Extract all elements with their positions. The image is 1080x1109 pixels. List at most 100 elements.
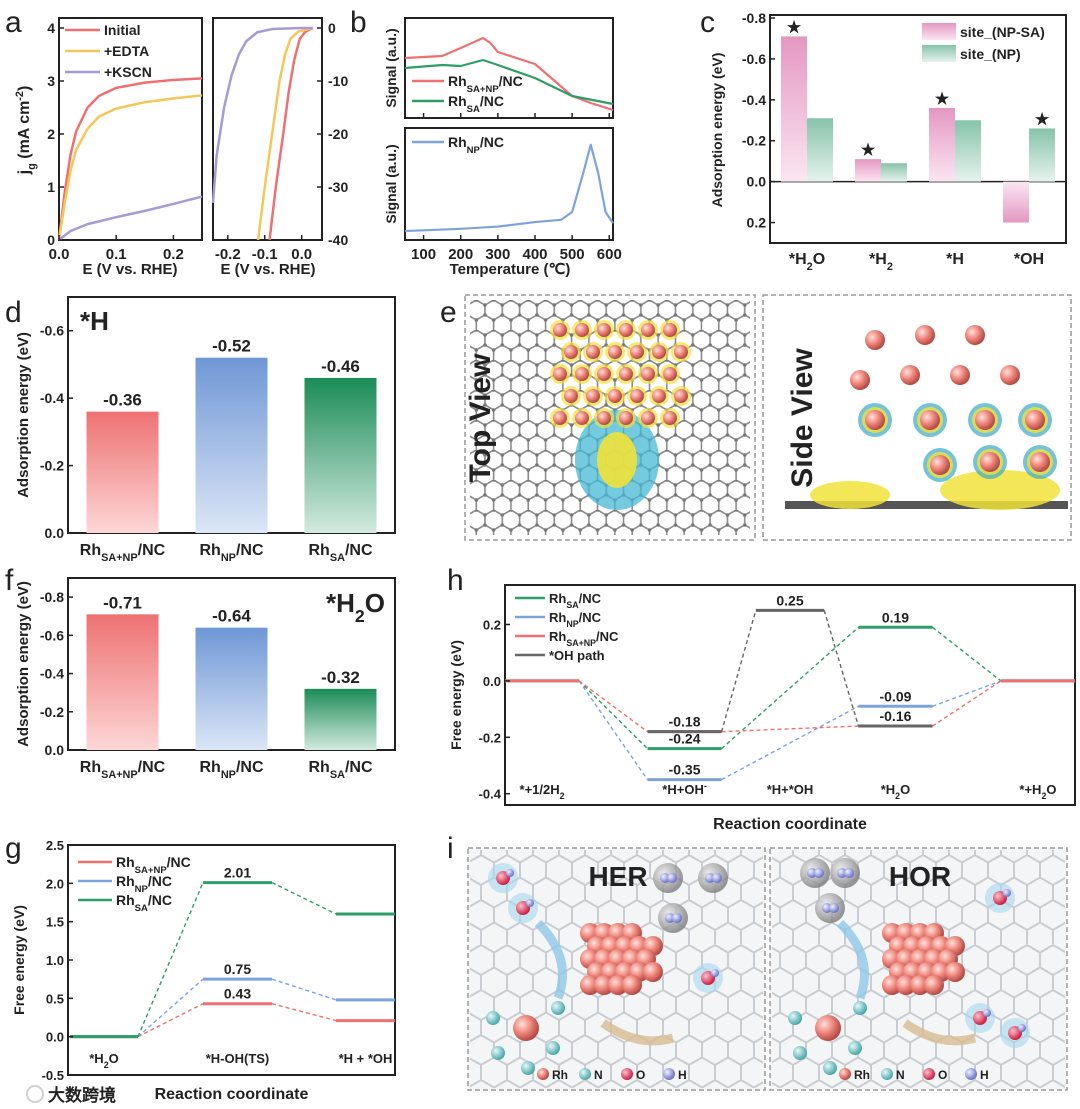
category-label: *H (946, 251, 964, 268)
y-tick-label: 2.5 (46, 838, 64, 853)
legend-label: N (594, 1068, 603, 1082)
y-tick-label: 0.0 (483, 674, 501, 689)
h-atom (660, 873, 670, 883)
n-atom (551, 1001, 565, 1015)
energy-label: 0.25 (776, 592, 803, 608)
rh-atom (575, 367, 589, 381)
rh-atom (575, 411, 589, 425)
legend-label: +EDTA (104, 43, 149, 59)
x-axis-label: Reaction coordinate (155, 1086, 309, 1103)
bar-value-label: -0.36 (103, 391, 142, 410)
x-tick-label: 300 (485, 246, 510, 263)
adsorbate-label: *H2O (326, 588, 385, 626)
connector (721, 705, 859, 781)
x-axis-label: E (V vs. RHE) (220, 261, 315, 278)
star-icon: ★ (861, 142, 876, 159)
star-icon: ★ (935, 91, 950, 108)
rh-atom (674, 389, 688, 403)
legend-atom-Rh (537, 1068, 549, 1080)
flow-arrow (534, 919, 567, 1000)
x-tick-label: 400 (522, 246, 547, 263)
rh-atom (865, 410, 885, 430)
rh-atom (915, 325, 935, 345)
rh-atom (619, 323, 633, 337)
legend-label: *OH path (549, 648, 605, 663)
rh-atom (597, 411, 611, 425)
category-label: *+1/2H2 (520, 782, 565, 801)
side-view-label: Side View (786, 348, 819, 488)
star-icon: ★ (1035, 111, 1050, 128)
y-tick-label: -0.6 (40, 627, 64, 643)
panel-label-e: e (440, 296, 457, 329)
y-tick-label: 0.0 (747, 174, 767, 190)
x-tick-label: -0.2 (215, 246, 241, 263)
bar-site_(NP) (881, 163, 907, 182)
h-atom (822, 903, 832, 913)
h-atom (667, 873, 677, 883)
h-atom (665, 913, 675, 923)
rh-atom (608, 389, 622, 403)
connector (932, 680, 1002, 707)
panel-a-her-frame (212, 17, 323, 241)
rh-atom (619, 367, 633, 381)
bar (195, 357, 268, 533)
h-atom (712, 873, 722, 883)
rh-atom (641, 411, 655, 425)
energy-label: -0.24 (669, 731, 701, 747)
y-tick-label: -0.4 (40, 666, 64, 682)
her-label: HER (588, 861, 647, 892)
rh-cluster-atom (580, 975, 600, 995)
n-atom (788, 1011, 802, 1025)
y-axis-label: Signal (a.u.) (383, 144, 399, 223)
legend-label: Rh (854, 1068, 870, 1082)
connector (721, 725, 859, 733)
rh-atom (865, 330, 885, 350)
connector (271, 978, 337, 1001)
legend-label: RhSA+NP/NC (448, 73, 523, 95)
energy-label: 0.43 (224, 986, 251, 1002)
panel-b-bottom-frame (404, 127, 614, 241)
legend-atom-H (663, 1068, 675, 1080)
category-label: *H + *OH (339, 1051, 393, 1066)
y-tick-label: 0 (47, 232, 55, 248)
rh-atom (553, 323, 567, 337)
rh-atom (1000, 365, 1020, 385)
y-tick-label: 0 (328, 20, 336, 36)
category-label: *+H2O (1019, 782, 1056, 801)
legend-label: RhSA+NP/NC (116, 854, 191, 876)
rh-atom (597, 367, 611, 381)
n-atom (486, 1011, 500, 1025)
rh-cluster-atom (910, 975, 930, 995)
bar-site_(NP) (807, 118, 833, 182)
bar-value-label: -0.64 (212, 607, 251, 626)
y-tick-label: -0.6 (742, 51, 766, 67)
y-tick-label: 4 (47, 20, 55, 36)
x-tick-label: 100 (411, 246, 436, 263)
flow-arrow (600, 1019, 675, 1046)
rh-cluster-atom (945, 962, 965, 982)
legend-label: N (896, 1068, 905, 1082)
curve-+EDTA (57, 94, 203, 241)
y-tick-label: 0.0 (45, 525, 65, 541)
rh-atom (608, 345, 622, 359)
category-label: *H2O (89, 1051, 119, 1070)
x-tick-label: 600 (597, 246, 622, 263)
legend-swatch (922, 45, 956, 62)
tpd-curve (404, 58, 614, 106)
energy-label: -0.16 (879, 708, 911, 724)
h-atom (705, 873, 715, 883)
panel-e: Top View Side View (464, 294, 1072, 541)
legend-atom-H (965, 1068, 977, 1080)
x-axis-label: E (V vs. RHE) (82, 261, 177, 278)
x-tick-label: 0.1 (106, 246, 127, 263)
legend-atom-O (621, 1068, 633, 1080)
connector (720, 610, 757, 732)
connector (578, 680, 648, 733)
h-atom (837, 868, 847, 878)
rh-atom (663, 367, 677, 381)
connector (271, 881, 337, 915)
bar-site_(NP) (1029, 128, 1055, 182)
category-label: *H2 (869, 251, 893, 273)
y-tick-label: -0.8 (742, 10, 766, 26)
